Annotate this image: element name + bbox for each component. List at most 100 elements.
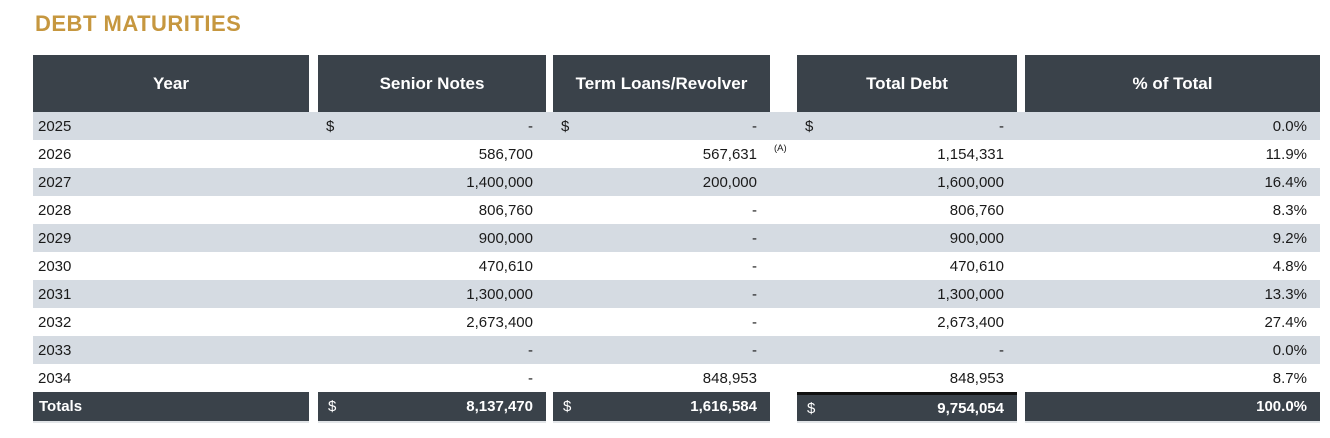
total-debt-cell: 900,000	[797, 224, 1017, 252]
total-debt-cell-value: -	[999, 341, 1004, 359]
pct-cell: 11.9%	[1025, 140, 1320, 168]
debt-maturities-table: Year Senior Notes Term Loans/Revolver To…	[33, 55, 1320, 423]
total-debt-cell-value: 806,760	[949, 201, 1004, 219]
term-loans-cell: -	[553, 252, 770, 280]
year-cell: 2027	[38, 173, 72, 191]
column-divider	[1017, 140, 1025, 168]
term-loans-cell-value: -	[752, 313, 757, 331]
pct-cell: 0.0%	[1025, 336, 1320, 364]
column-divider	[546, 55, 553, 112]
column-divider	[309, 392, 318, 423]
column-divider	[770, 196, 797, 224]
term-loans-cell-value: 200,000	[702, 173, 757, 191]
column-divider	[546, 252, 553, 280]
total-debt-cell: 2,673,400	[797, 308, 1017, 336]
year-cell: 2029	[38, 229, 72, 247]
pct-cell-value: 27.4%	[1264, 313, 1307, 331]
term-loans-cell-value: -	[752, 285, 757, 303]
column-divider	[770, 392, 797, 423]
column-header-senior-notes: Senior Notes	[318, 55, 546, 112]
dollar-sign: $	[326, 117, 335, 135]
term-loans-cell-value: -	[752, 341, 757, 359]
senior-notes-cell: -	[318, 336, 546, 364]
dollar-sign: $	[807, 399, 816, 417]
senior-notes-cell: -	[318, 364, 546, 392]
column-divider	[1017, 280, 1025, 308]
totals-label: Totals	[33, 392, 309, 423]
pct-cell: 0.0%	[1025, 112, 1320, 140]
column-header-total-debt: Total Debt	[797, 55, 1017, 112]
column-divider	[770, 55, 797, 112]
column-divider	[1017, 224, 1025, 252]
column-divider	[770, 168, 797, 196]
pct-cell: 9.2%	[1025, 224, 1320, 252]
column-header-pct-of-total: % of Total	[1025, 55, 1320, 112]
column-divider	[770, 280, 797, 308]
pct-cell-value: 0.0%	[1272, 341, 1307, 359]
table-row: 2028 806,760 - 806,760 8.3%	[33, 196, 1320, 224]
pct-cell-value: 8.3%	[1272, 201, 1307, 219]
senior-notes-cell: 2,673,400	[318, 308, 546, 336]
column-divider: (A)	[770, 140, 797, 168]
table-body: 2025 $ - $ - $ -0.0% 2026 586,700 567,631 (A) 1,154…	[33, 112, 1320, 392]
table-row: 2033 - - - 0.0%	[33, 336, 1320, 364]
term-loans-cell-value: 848,953	[702, 369, 757, 387]
pct-cell: 4.8%	[1025, 252, 1320, 280]
totals-pct-value: 100.0%	[1256, 398, 1307, 415]
column-divider	[309, 252, 318, 280]
senior-notes-cell-value: 586,700	[478, 145, 533, 163]
column-divider	[1017, 336, 1025, 364]
term-loans-cell-value: -	[752, 201, 757, 219]
year-cell: 2028	[38, 201, 72, 219]
total-debt-cell-value: 1,600,000	[937, 173, 1004, 191]
senior-notes-cell: 1,300,000	[318, 280, 546, 308]
senior-notes-cell-value: 1,400,000	[466, 173, 533, 191]
pct-cell: 8.7%	[1025, 364, 1320, 392]
pct-cell-value: 4.8%	[1272, 257, 1307, 275]
total-debt-cell-value: 470,610	[949, 257, 1004, 275]
column-divider	[1017, 252, 1025, 280]
pct-cell: 8.3%	[1025, 196, 1320, 224]
total-debt-cell-value: 2,673,400	[937, 313, 1004, 331]
pct-cell-value: 8.7%	[1272, 369, 1307, 387]
senior-notes-cell-value: 2,673,400	[466, 313, 533, 331]
term-loans-cell: 848,953	[553, 364, 770, 392]
total-debt-cell: 848,953	[797, 364, 1017, 392]
term-loans-cell: -	[553, 224, 770, 252]
column-header-term-loans: Term Loans/Revolver	[553, 55, 770, 112]
term-loans-cell: 567,631	[553, 140, 770, 168]
term-loans-cell-value: -	[752, 229, 757, 247]
column-divider	[1017, 112, 1025, 140]
pct-cell-value: 0.0%	[1272, 117, 1307, 135]
column-divider	[309, 55, 318, 112]
year-cell: 2030	[38, 257, 72, 275]
senior-notes-cell-value: 470,610	[478, 257, 533, 275]
total-debt-cell-value: 1,154,331	[937, 145, 1004, 163]
column-divider	[546, 112, 553, 140]
year-cell: 2034	[38, 369, 72, 387]
pct-cell-value: 11.9%	[1265, 145, 1307, 163]
total-debt-cell-value: 848,953	[949, 369, 1004, 387]
column-divider	[546, 140, 553, 168]
term-loans-cell: $ -	[553, 112, 770, 140]
term-loans-cell: -	[553, 196, 770, 224]
dollar-sign: $	[561, 117, 570, 135]
senior-notes-cell-value: 900,000	[478, 229, 533, 247]
senior-notes-cell: $ -	[318, 112, 546, 140]
totals-total-debt-cell: $ 9,754,054	[797, 392, 1017, 423]
year-cell: 2026	[38, 145, 72, 163]
table-totals-row: Totals $ 8,137,470 $ 1,616,584 $ 9,754,0…	[33, 392, 1320, 423]
total-debt-cell: 1,300,000	[797, 280, 1017, 308]
column-divider	[309, 280, 318, 308]
column-divider	[309, 364, 318, 392]
column-divider	[1017, 308, 1025, 336]
year-cell: 2032	[38, 313, 72, 331]
pct-cell-value: 16.4%	[1264, 173, 1307, 191]
column-divider	[546, 168, 553, 196]
pct-cell-value: 13.3%	[1264, 285, 1307, 303]
senior-notes-cell: 586,700	[318, 140, 546, 168]
column-divider	[770, 252, 797, 280]
totals-total-debt-value: 9,754,054	[937, 399, 1004, 417]
term-loans-cell: 200,000	[553, 168, 770, 196]
column-divider	[546, 224, 553, 252]
